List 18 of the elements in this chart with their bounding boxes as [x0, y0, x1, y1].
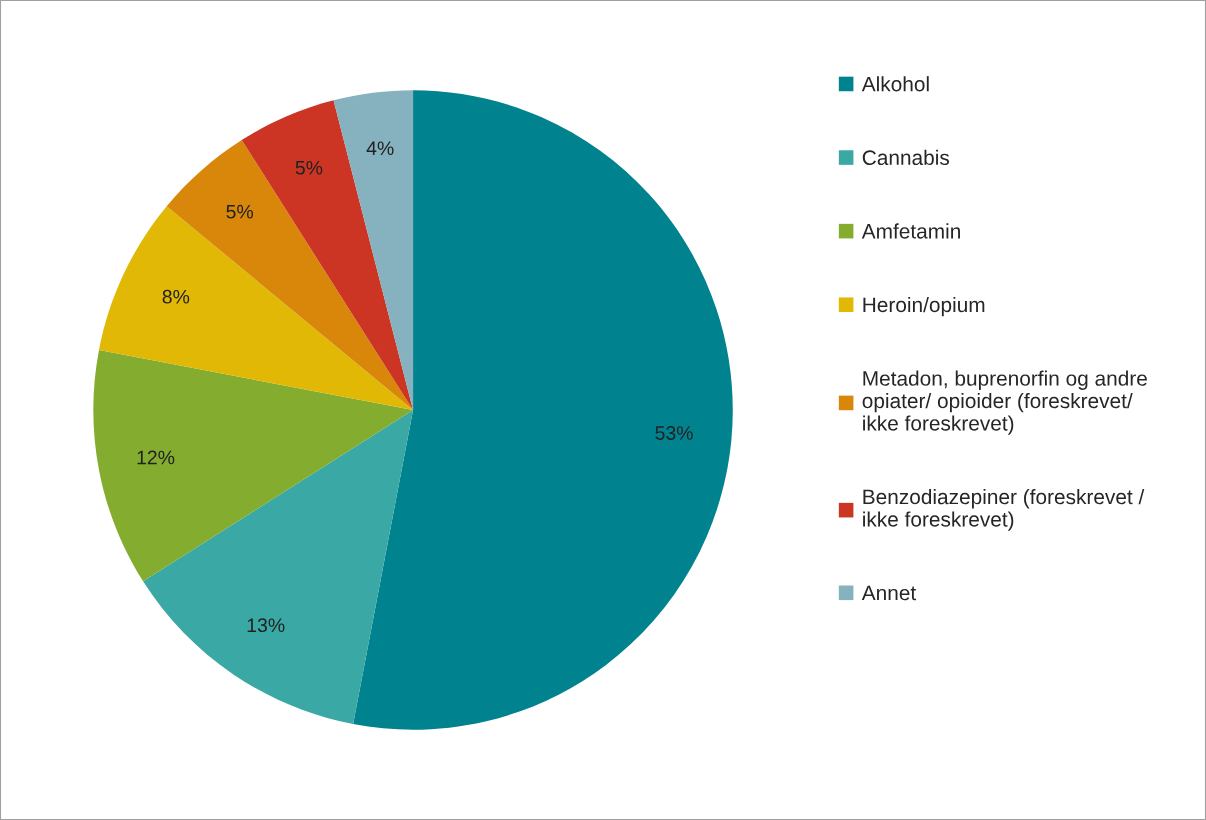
legend-label: Amfetamin: [861, 223, 960, 239]
pie-slice: [353, 90, 733, 730]
legend-label: Metadon, buprenorfin og andre opiater/ opioider (foreskrevet/ ikke foreskrevet): [862, 370, 1147, 435]
legend-label: Annet: [861, 585, 917, 601]
data-label: 5%: [226, 204, 254, 219]
data-label: 12%: [137, 450, 175, 465]
data-label: 5%: [295, 160, 323, 175]
data-label: 8%: [162, 289, 190, 304]
legend-label: Cannabis: [862, 149, 950, 166]
data-label: 53%: [655, 426, 693, 440]
data-label: 4%: [366, 141, 394, 156]
pie-slice: [98, 206, 414, 410]
legend-label: Alkohol: [861, 76, 929, 92]
legend-label: Heroin/opium: [863, 296, 985, 317]
pie-slice: [93, 350, 414, 582]
pie-slice: [333, 90, 414, 410]
legend-label: Benzodiazepiner (foreskrevet / ikke foreskrevet): [863, 488, 1145, 531]
data-label: 13%: [247, 618, 285, 633]
